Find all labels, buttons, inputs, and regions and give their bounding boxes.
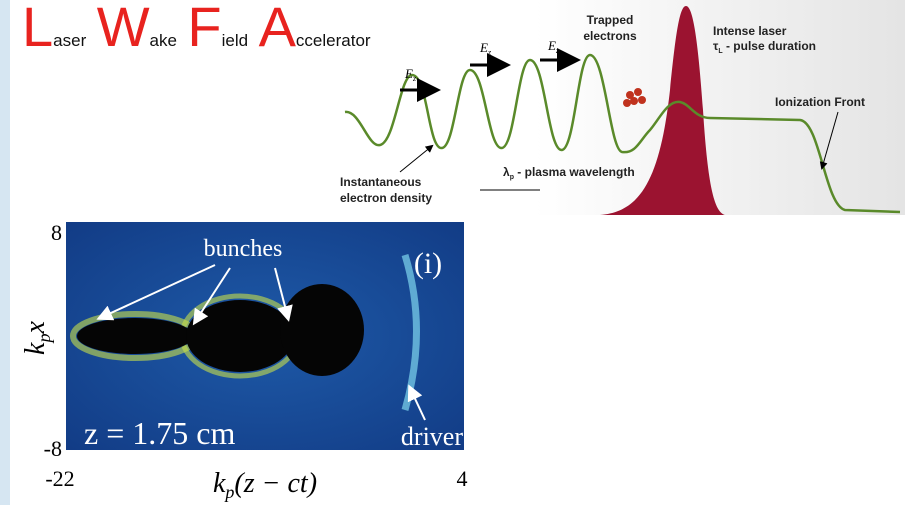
slide: Laser Wake Field Accelerator Ez Ez Ez Tr… [0, 0, 914, 505]
laser-label: Intense laser [713, 24, 787, 38]
slide-title: Laser Wake Field Accelerator [22, 0, 371, 58]
density-label: electron density [340, 191, 432, 205]
laser-duration: τL - pulse duration [713, 39, 816, 55]
axis-var: (z − ct) [234, 468, 317, 499]
field-label: Ez [404, 66, 417, 83]
y-tick-label: -8 [44, 436, 62, 461]
k-sub: p [34, 334, 54, 345]
field-sub: z [487, 48, 492, 57]
field-symbol: E [547, 38, 556, 53]
trapped-label: electrons [583, 29, 637, 43]
z-label: z = 1.75 cm [84, 415, 235, 451]
driver-label: driver [401, 422, 463, 451]
k: k [20, 342, 51, 355]
wavelength-label: λp - plasma wavelength [503, 165, 635, 181]
density-label: Instantaneous [340, 175, 422, 189]
field-label: Ez [479, 40, 492, 57]
field-symbol: E [479, 40, 488, 55]
wake-diagram: Ez Ez Ez Trapped electrons Intense laser… [340, 0, 905, 215]
k-sub: p [223, 482, 234, 502]
title-initial: A [259, 0, 297, 58]
axis-var: x [20, 321, 51, 335]
side-strip [0, 0, 10, 505]
trapped-label: Trapped [587, 13, 634, 27]
x-tick-label: 4 [457, 466, 468, 491]
x-axis-label: kp(z − ct) [213, 468, 317, 502]
duration-text: - pulse duration [723, 39, 816, 53]
wavelength-text: - plasma wavelength [514, 165, 635, 179]
title-word: ield [222, 31, 248, 50]
k: k [213, 468, 226, 499]
pointer [400, 146, 432, 172]
title-initial: F [187, 0, 221, 58]
bunches-label: bunches [204, 236, 283, 262]
y-axis-label: kpx [20, 321, 54, 355]
panel-label: (i) [414, 247, 442, 280]
wake-cavity [77, 318, 193, 354]
wake-cavity [280, 284, 364, 376]
title-initial: W [97, 0, 150, 58]
title-word: aser [53, 31, 86, 50]
title-word: ccelerator [296, 31, 371, 50]
field-symbol: E [404, 66, 413, 81]
y-tick-label: 8 [51, 220, 62, 245]
title-word: ake [150, 31, 177, 50]
simulation-plot: bunches (i) z = 1.75 cm driver 8 -8 -22 … [20, 220, 468, 502]
title-initial: L [22, 0, 53, 58]
x-tick-label: -22 [45, 466, 74, 491]
ionization-label: Ionization Front [775, 95, 865, 109]
